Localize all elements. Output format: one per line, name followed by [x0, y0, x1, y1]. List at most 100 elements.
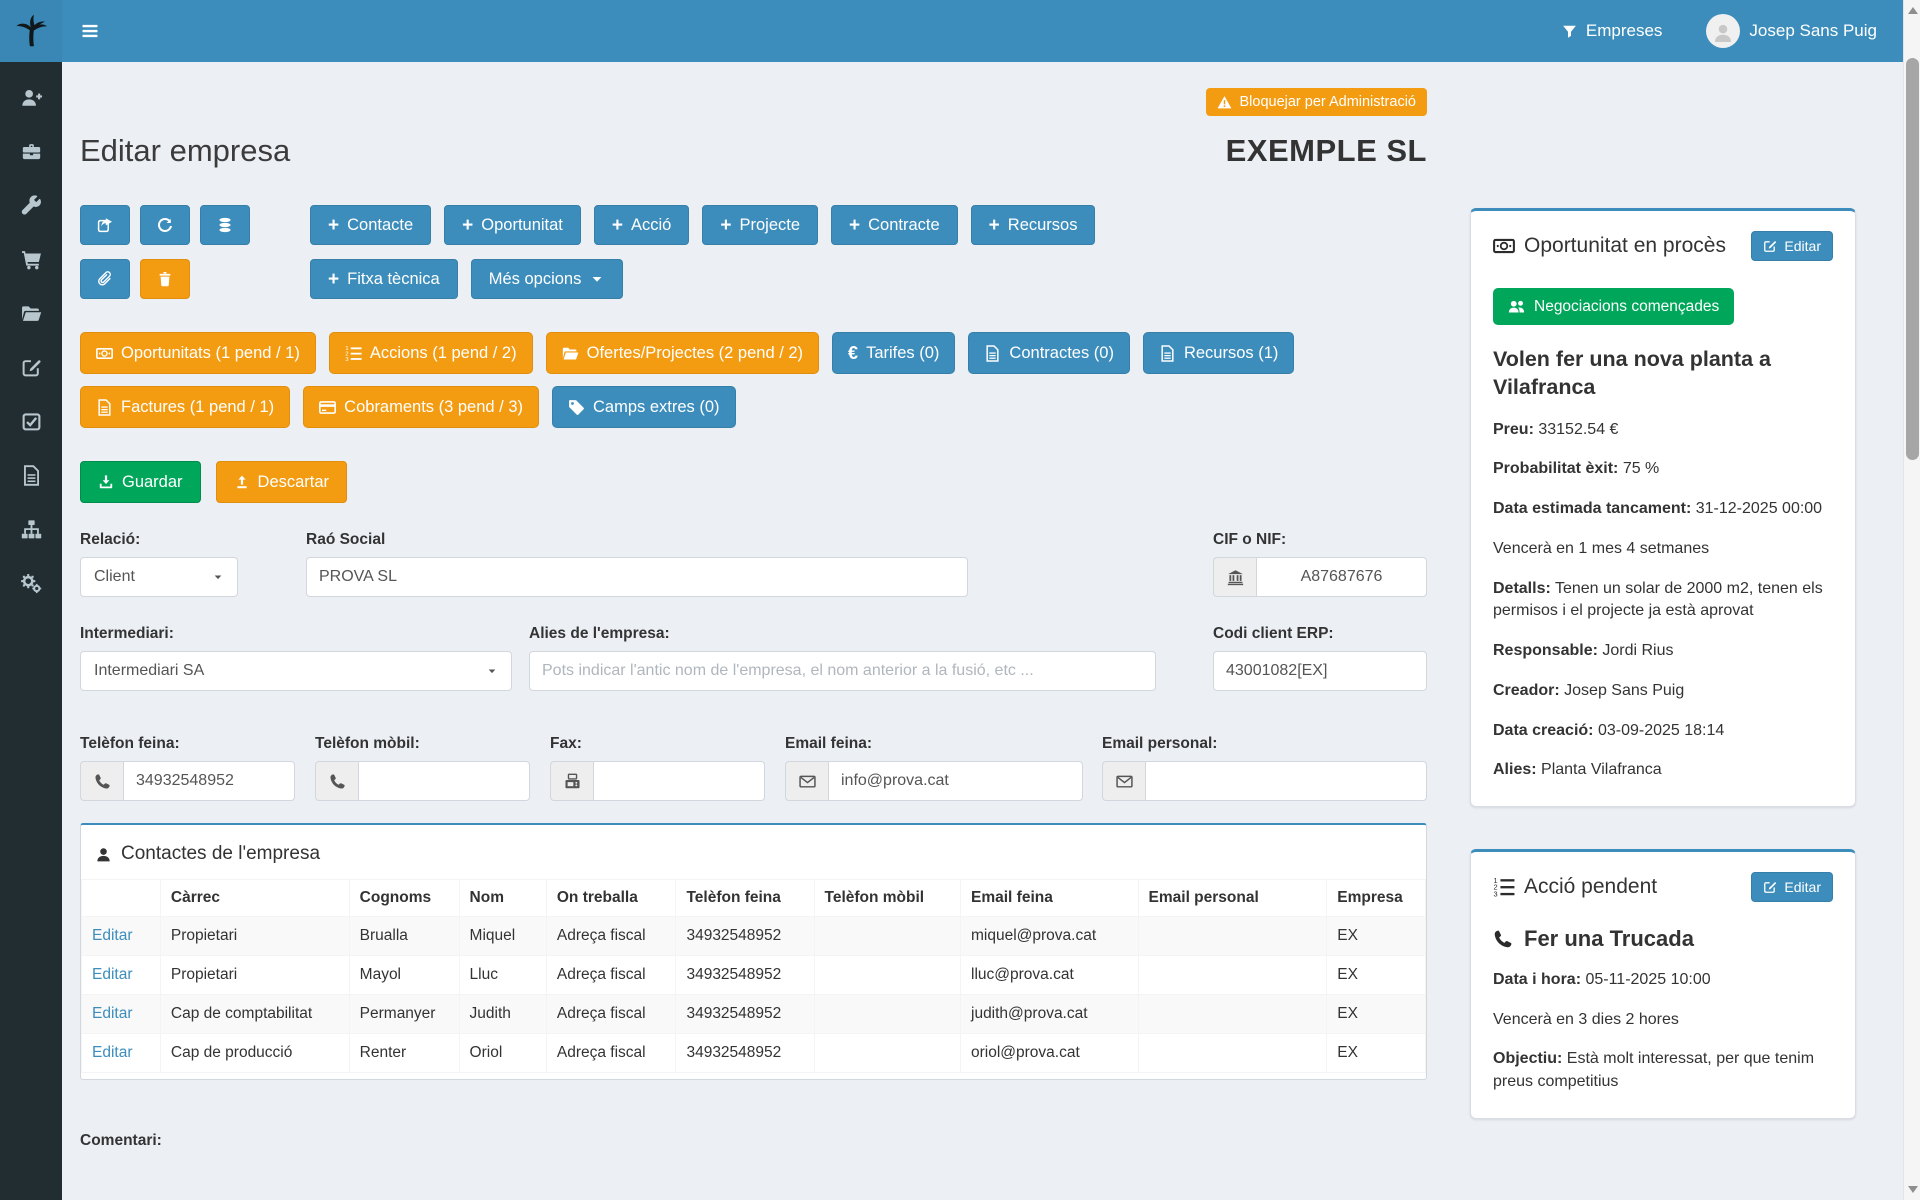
- opportunity-status-badge[interactable]: Negociacions començades: [1493, 288, 1735, 325]
- tab-oportunitats[interactable]: Oportunitats (1 pend / 1): [80, 332, 316, 374]
- col-nom: Nom: [458, 879, 547, 917]
- tab-camps-extres[interactable]: Camps extres (0): [552, 386, 736, 428]
- plus-icon: +: [462, 214, 474, 236]
- scrollbar-up-button[interactable]: [1904, 2, 1920, 19]
- codi-erp-input[interactable]: [1213, 651, 1427, 691]
- email-feina-input[interactable]: [828, 761, 1083, 801]
- topbar-user-menu[interactable]: Josep Sans Puig: [1706, 14, 1877, 48]
- plus-icon: +: [720, 214, 732, 236]
- add-oportunitat-button[interactable]: + Oportunitat: [444, 205, 581, 245]
- relacio-select[interactable]: Client: [80, 557, 238, 597]
- alies-input[interactable]: [529, 651, 1156, 691]
- chevron-down-icon: [478, 665, 498, 677]
- telefon-feina-input[interactable]: [123, 761, 295, 801]
- lock-badge[interactable]: Bloquejar per Administració: [1206, 88, 1427, 116]
- list-ol-icon: [345, 345, 362, 362]
- edit-contact-link[interactable]: Editar: [92, 927, 133, 944]
- email-personal-label: Email personal:: [1102, 735, 1218, 752]
- tab-factures[interactable]: Factures (1 pend / 1): [80, 386, 291, 428]
- save-button[interactable]: Guardar: [80, 461, 201, 503]
- scrollbar-down-button[interactable]: [1904, 1181, 1920, 1198]
- database-button[interactable]: [200, 205, 250, 245]
- file-text-icon: [21, 465, 42, 486]
- rao-social-input[interactable]: [306, 557, 968, 597]
- tab-accions[interactable]: Accions (1 pend / 2): [328, 332, 533, 374]
- edit-opportunity-button[interactable]: Editar: [1751, 231, 1833, 261]
- file-text-icon: [96, 399, 113, 416]
- add-contacte-button[interactable]: + Contacte: [310, 205, 432, 245]
- vertical-scrollbar[interactable]: [1903, 0, 1920, 1200]
- fax-input[interactable]: [593, 761, 765, 801]
- fax-icon: [550, 761, 593, 801]
- menu-toggle-button[interactable]: [62, 0, 118, 62]
- caret-down-icon: [589, 271, 605, 287]
- sidebar-item-sitemap[interactable]: [0, 502, 62, 556]
- sidebar-item-edit[interactable]: [0, 340, 62, 394]
- telefon-mobil-input[interactable]: [358, 761, 530, 801]
- tab-tarifes[interactable]: € Tarifes (0): [832, 332, 956, 374]
- email-personal-input[interactable]: [1145, 761, 1427, 801]
- attachment-button[interactable]: [80, 259, 130, 299]
- opportunity-card: Oportunitat en procès Editar Negociacion…: [1470, 208, 1856, 807]
- col-cognoms: Cognoms: [348, 879, 460, 917]
- cif-input[interactable]: [1256, 557, 1427, 597]
- relacio-label: Relació:: [80, 531, 141, 548]
- tab-contractes[interactable]: Contractes (0): [968, 332, 1130, 374]
- money-icon: [96, 345, 113, 362]
- edit-contact-link[interactable]: Editar: [92, 966, 133, 983]
- sidebar-item-companies[interactable]: [0, 124, 62, 178]
- more-options-button[interactable]: Més opcions: [470, 259, 624, 299]
- tab-ofertes-projectes[interactable]: Ofertes/Projectes (2 pend / 2): [545, 332, 820, 374]
- table-row: Editar Propietari Brualla Miquel Adreça fis…: [81, 916, 1426, 956]
- discard-button[interactable]: Descartar: [215, 461, 348, 503]
- rao-social-label: Raó Social: [306, 531, 386, 548]
- sidebar-item-settings[interactable]: [0, 556, 62, 610]
- refresh-icon: [157, 217, 173, 233]
- sidebar-item-add-contact[interactable]: [0, 70, 62, 124]
- trash-icon: [157, 271, 173, 287]
- credit-card-icon: [319, 399, 336, 416]
- table-row: Editar Cap de comptabilitat Permanyer Judi…: [81, 994, 1426, 1034]
- sidebar-item-tasks[interactable]: [0, 394, 62, 448]
- sidebar-item-sales[interactable]: [0, 232, 62, 286]
- codi-erp-label: Codi client ERP:: [1213, 625, 1334, 642]
- empreses-label: Empreses: [1585, 21, 1663, 40]
- sidebar-item-documents[interactable]: [0, 448, 62, 502]
- folder-open-icon: [562, 345, 579, 362]
- action-card-title: Acció pendent: [1524, 874, 1658, 898]
- download-icon: [98, 474, 114, 490]
- delete-button[interactable]: [140, 259, 190, 299]
- list-ol-icon: [1493, 876, 1515, 898]
- fax-label: Fax:: [550, 735, 582, 752]
- add-fitxa-tecnica-button[interactable]: + Fitxa tècnica: [310, 259, 458, 299]
- edit-contact-link[interactable]: Editar: [92, 1005, 133, 1022]
- edit-contact-link[interactable]: Editar: [92, 1044, 133, 1061]
- add-recursos-button[interactable]: + Recursos: [970, 205, 1096, 245]
- contacts-panel: Contactes de l'empresa Càrrec Cognoms No…: [80, 823, 1427, 1080]
- opportunity-card-title: Oportunitat en procès: [1524, 234, 1726, 257]
- caret-down-icon: [204, 571, 224, 583]
- sidebar-item-projects[interactable]: [0, 286, 62, 340]
- tab-cobraments[interactable]: Cobraments (3 pend / 3): [303, 386, 540, 428]
- palm-tree-icon: [13, 13, 49, 49]
- plus-icon: +: [611, 214, 624, 236]
- tab-recursos[interactable]: Recursos (1): [1142, 332, 1295, 374]
- add-projecte-button[interactable]: + Projecte: [702, 205, 819, 245]
- file-text-icon: [984, 345, 1001, 362]
- plus-icon: +: [988, 214, 1000, 236]
- refresh-button[interactable]: [140, 205, 190, 245]
- app-logo[interactable]: [0, 0, 62, 62]
- cif-label: CIF o NIF:: [1213, 531, 1287, 548]
- export-button[interactable]: [80, 205, 130, 245]
- add-contracte-button[interactable]: + Contracte: [831, 205, 958, 245]
- edit-icon: [21, 357, 42, 378]
- scrollbar-thumb[interactable]: [1906, 58, 1919, 460]
- edit-action-button[interactable]: Editar: [1751, 871, 1833, 902]
- sidebar-item-tools[interactable]: [0, 178, 62, 232]
- avatar: [1706, 14, 1741, 48]
- wrench-icon: [21, 195, 42, 216]
- intermediari-select[interactable]: Intermediari SA: [80, 651, 512, 691]
- col-edit: [81, 879, 161, 917]
- add-accio-button[interactable]: + Acció: [593, 205, 690, 245]
- topbar-empreses-link[interactable]: Empreses: [1562, 21, 1663, 41]
